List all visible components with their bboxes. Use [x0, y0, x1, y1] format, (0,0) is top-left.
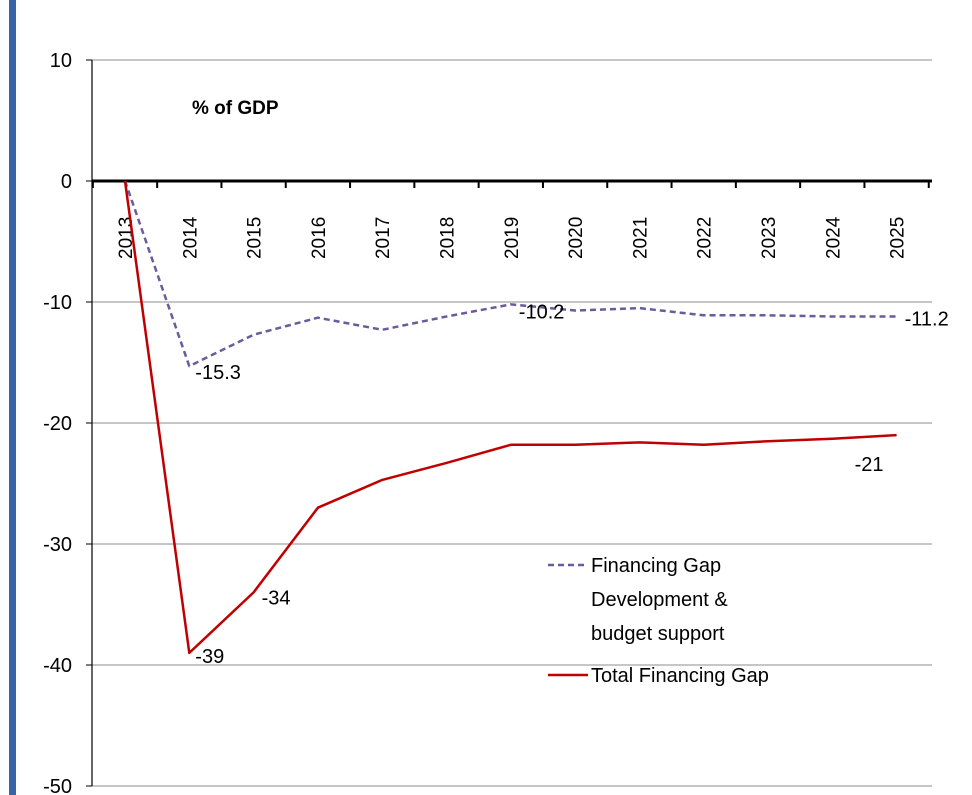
- y-tick-label: -10: [43, 292, 72, 314]
- data-label: -11.2: [905, 309, 949, 331]
- data-label: -10.2: [519, 301, 565, 323]
- data-label: -34: [262, 587, 291, 609]
- gridlines: [92, 59, 932, 787]
- data-label: -39: [195, 646, 224, 668]
- data-label: -15.3: [195, 362, 241, 384]
- data-labels: -15.3 -10.2 -11.2 -39 -34 -21: [195, 301, 948, 667]
- series-line-1: [123, 180, 897, 655]
- y-tick-label: 10: [50, 50, 72, 72]
- legend-label: Total Financing Gap: [591, 665, 769, 687]
- data-label: -21: [855, 454, 884, 476]
- y-tick-label: -30: [43, 534, 72, 556]
- y-tick-label: -40: [43, 655, 72, 677]
- y-tick-label: -50: [43, 776, 72, 795]
- x-tick-label: 2018: [438, 217, 459, 259]
- y-tick-label: 0: [61, 171, 72, 193]
- x-tick-label: 2023: [759, 217, 780, 259]
- x-tick-label: 2022: [695, 217, 716, 259]
- x-tick-label: 2017: [373, 217, 394, 259]
- series-line-0: [123, 180, 897, 368]
- x-tick-label: 2016: [309, 217, 330, 259]
- y-tick-label: -20: [43, 413, 72, 435]
- series-lines: [123, 180, 897, 655]
- x-tick-label: 2015: [245, 217, 266, 259]
- x-tick-label: 2021: [630, 217, 651, 259]
- chart-unit-label: % of GDP: [192, 98, 279, 119]
- legend: Financing Gap Development & budget support…: [548, 555, 769, 687]
- x-tick-label: 2025: [888, 217, 909, 259]
- x-tick-label: 2019: [502, 217, 523, 259]
- left-accent-bar: [9, 0, 16, 795]
- legend-label: Development &: [591, 589, 728, 611]
- legend-label: budget support: [591, 623, 725, 645]
- x-tick-label: 2014: [180, 216, 201, 259]
- x-tick-label: 2020: [566, 217, 587, 259]
- legend-label: Financing Gap: [591, 555, 721, 577]
- x-tick-label: 2024: [823, 216, 844, 259]
